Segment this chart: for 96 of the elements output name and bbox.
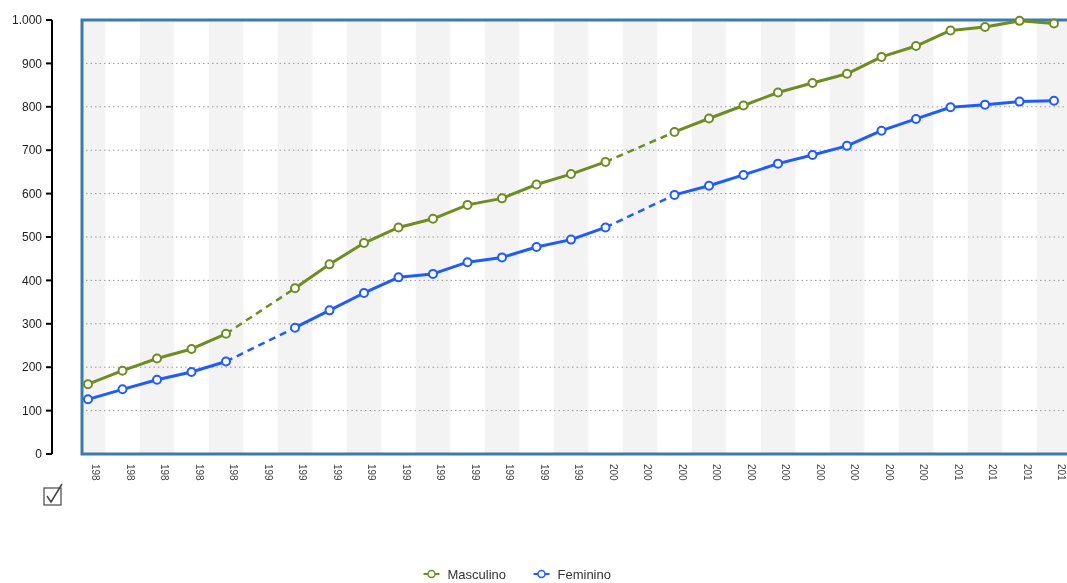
point: [324, 259, 335, 270]
point: [566, 169, 576, 180]
y-tick-label: 700: [21, 143, 43, 158]
point: [1014, 96, 1025, 107]
point: [83, 394, 93, 405]
point: [497, 252, 507, 263]
point: [842, 140, 852, 151]
x-tick-label: 200: [676, 464, 688, 482]
x-tick-label: 198: [159, 464, 170, 482]
x-tick-label: 198: [90, 464, 101, 482]
x-tick-label: 199: [297, 464, 308, 482]
y-tick-label: 100: [21, 403, 43, 418]
point: [290, 322, 300, 333]
point: [600, 222, 611, 233]
y-tick-label: 0: [35, 447, 43, 462]
point: [911, 41, 921, 52]
point: [221, 356, 231, 367]
x-tick-label: 199: [331, 464, 343, 482]
x-tick-label: 198: [228, 464, 239, 482]
point: [393, 222, 404, 233]
x-tick-label: 199: [262, 464, 274, 482]
x-tick-label: 200: [780, 464, 791, 482]
point: [428, 213, 438, 224]
point: [945, 102, 956, 113]
point: [462, 257, 473, 268]
point: [221, 328, 231, 339]
x-tick-label: 199: [538, 464, 550, 482]
point: [531, 241, 542, 252]
point: [1049, 95, 1059, 106]
point: [807, 77, 818, 88]
point: [980, 21, 990, 32]
point: [117, 384, 128, 395]
x-tick-label: 201: [1021, 464, 1033, 482]
x-tick-label: 200: [918, 464, 929, 482]
x-tick-label: 200: [883, 464, 895, 482]
x-tick-label: 201: [1056, 464, 1067, 482]
x-tick-label: 199: [400, 464, 412, 482]
point: [152, 374, 162, 385]
point: [876, 51, 887, 62]
point: [773, 87, 783, 98]
x-tick-label: 200: [607, 464, 619, 482]
point: [876, 125, 887, 136]
point: [738, 169, 749, 180]
y-tick-label: 900: [21, 56, 43, 71]
x-tick-label: 198: [193, 464, 205, 482]
point: [911, 113, 921, 124]
y-tick-label: 400: [21, 273, 43, 288]
point: [393, 272, 404, 283]
y-tick-label: 500: [21, 230, 43, 245]
legend-label: Feminino: [557, 566, 611, 582]
point: [807, 149, 818, 160]
point: [359, 238, 369, 249]
y-tick-label: 200: [21, 360, 43, 375]
x-tick-label: 199: [573, 464, 584, 482]
x-tick-label: 200: [745, 464, 757, 482]
point: [186, 343, 197, 354]
point: [773, 158, 783, 169]
point: [1014, 15, 1025, 26]
x-tick-label: 198: [124, 464, 136, 482]
point: [600, 156, 611, 167]
x-tick-label: 200: [814, 464, 826, 482]
x-tick-label: 200: [849, 464, 860, 482]
point: [1049, 18, 1059, 29]
y-tick-label: 300: [21, 317, 43, 331]
x-tick-label: 200: [711, 464, 722, 482]
point: [290, 283, 300, 294]
point: [428, 268, 438, 279]
x-tick-label: 201: [987, 464, 998, 482]
point: [669, 189, 680, 200]
point: [359, 287, 369, 298]
point: [704, 113, 714, 124]
point: [83, 379, 93, 390]
legend-label: Masculino: [447, 566, 507, 582]
point: [497, 193, 507, 204]
point: [945, 25, 956, 36]
x-tick-label: 199: [469, 464, 481, 482]
point: [117, 365, 128, 376]
y-tick-label: 800: [21, 100, 43, 114]
point: [324, 305, 335, 316]
point: [531, 179, 542, 190]
x-tick-label: 201: [952, 464, 964, 482]
x-tick-label: 200: [642, 464, 653, 482]
point: [738, 100, 749, 111]
x-tick-label: 199: [435, 464, 446, 482]
point: [462, 199, 473, 210]
point: [842, 68, 852, 79]
point: [152, 353, 162, 364]
point: [186, 366, 197, 377]
y-tick-label: 600: [21, 186, 43, 201]
point: [704, 180, 714, 191]
point: [980, 99, 990, 110]
x-tick-label: 199: [366, 464, 377, 482]
point: [566, 234, 576, 245]
x-tick-label: 199: [504, 464, 515, 482]
point: [669, 126, 680, 137]
y-tick-label: 1.000: [11, 13, 43, 28]
